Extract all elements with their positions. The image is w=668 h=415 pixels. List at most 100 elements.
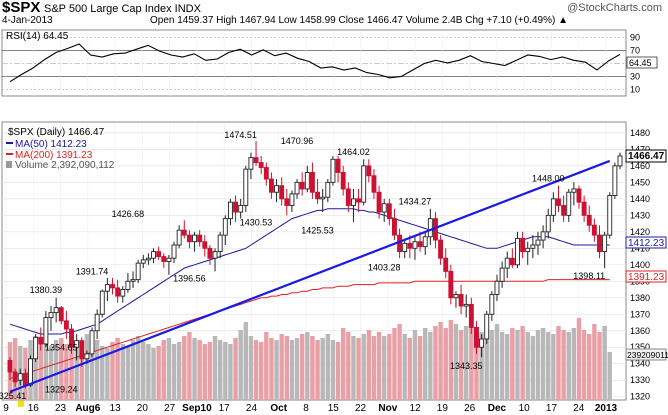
volume-bar bbox=[366, 330, 372, 400]
volume-bar bbox=[489, 330, 495, 400]
volume-bar bbox=[310, 336, 315, 400]
candle-body bbox=[361, 165, 367, 203]
volume-bar bbox=[243, 322, 248, 400]
candle-body bbox=[289, 193, 295, 206]
volume-bar bbox=[43, 342, 49, 400]
candle-body bbox=[53, 307, 59, 314]
volume-bar bbox=[202, 344, 207, 400]
volume-bar bbox=[607, 352, 612, 400]
date-tick-label: 24 bbox=[246, 403, 258, 414]
candle-body bbox=[509, 257, 515, 266]
candle-body bbox=[28, 358, 33, 386]
candle-body bbox=[520, 237, 526, 253]
candle-body bbox=[376, 191, 382, 213]
candle-body bbox=[304, 172, 310, 190]
candle-body bbox=[253, 157, 259, 164]
candle-body bbox=[125, 280, 131, 290]
candle-body bbox=[530, 244, 536, 249]
volume-bar bbox=[576, 318, 582, 400]
volume-bar bbox=[171, 344, 177, 400]
candle-body bbox=[38, 336, 44, 345]
volume-bar bbox=[474, 328, 479, 400]
price-annotation: 1398.11 bbox=[573, 271, 605, 281]
volume-bar bbox=[125, 346, 131, 400]
candle-body bbox=[171, 244, 177, 259]
price-annotation: 1474.51 bbox=[224, 130, 257, 140]
volume-bar bbox=[53, 340, 59, 400]
volume-bar bbox=[361, 334, 366, 400]
volume-bar bbox=[433, 326, 438, 400]
volume-bar bbox=[289, 340, 295, 400]
date-tick-label: 16 bbox=[28, 403, 40, 414]
volume-bar bbox=[228, 344, 233, 400]
candle-body bbox=[386, 203, 392, 220]
volume-bar bbox=[284, 336, 290, 400]
volume-bar bbox=[151, 348, 156, 400]
legend-title: $SPX (Daily) 1466.47 bbox=[8, 127, 105, 138]
candle-body bbox=[556, 198, 561, 206]
candle-body bbox=[315, 191, 321, 200]
candle-body bbox=[463, 303, 469, 307]
candle-body bbox=[561, 204, 567, 216]
volume-bar bbox=[212, 336, 218, 400]
legend-ma50: MA(50) 1412.23 bbox=[15, 139, 87, 150]
candle-body bbox=[217, 234, 223, 253]
volume-bar bbox=[48, 346, 54, 400]
candle-body bbox=[602, 234, 608, 253]
volume-bar bbox=[233, 338, 238, 400]
candle-body bbox=[227, 201, 233, 220]
date-tick-label: Dec bbox=[488, 403, 507, 414]
price-tick-label: 1440 bbox=[630, 194, 650, 204]
candle-body bbox=[576, 188, 582, 203]
candle-body bbox=[381, 203, 387, 213]
price-annotation: 1403.28 bbox=[368, 262, 401, 272]
candle-body bbox=[325, 181, 331, 198]
candle-body bbox=[212, 251, 218, 259]
volume-bar bbox=[69, 348, 74, 400]
rsi-tick-label: 30 bbox=[630, 72, 640, 82]
volume-bar bbox=[335, 342, 341, 400]
volume-bar bbox=[397, 324, 402, 400]
volume-bar bbox=[423, 328, 428, 400]
price-tick-label: 1480 bbox=[630, 128, 650, 138]
volume-bar bbox=[156, 346, 161, 400]
candle-body bbox=[402, 242, 408, 253]
volume-bar bbox=[484, 326, 489, 400]
candle-body bbox=[69, 328, 74, 348]
volume-bar bbox=[505, 334, 510, 400]
date-tick-label: 10 bbox=[519, 403, 531, 414]
rsi-value-tag-box bbox=[626, 56, 658, 69]
price-tick-label: 1420 bbox=[630, 227, 650, 237]
candle-body bbox=[120, 289, 126, 297]
price-annotation: 1396.56 bbox=[173, 273, 206, 283]
legend-volume: Volume 2,392,090,112 bbox=[15, 160, 115, 171]
price-tick-label: 1370 bbox=[630, 309, 650, 319]
date-tick-label: Aug6 bbox=[75, 403, 100, 414]
volume-bar bbox=[330, 340, 336, 400]
candle-body bbox=[597, 234, 602, 253]
price-annotation: 1448.00 bbox=[532, 174, 565, 184]
candle-body bbox=[145, 257, 151, 261]
candle-body bbox=[186, 234, 192, 243]
candle-body bbox=[48, 312, 54, 319]
candle-body bbox=[233, 201, 238, 213]
volume-bar bbox=[294, 338, 300, 400]
close-tag-box bbox=[625, 149, 667, 163]
candle-body bbox=[99, 290, 105, 315]
volume-bar bbox=[428, 332, 433, 400]
candle-body bbox=[156, 251, 162, 258]
volume-bar bbox=[64, 344, 69, 400]
ma200-line bbox=[9, 279, 610, 380]
security-name: S&P 500 Large Cap Index INDX bbox=[44, 3, 201, 15]
rsi-tick-label: 70 bbox=[630, 46, 640, 56]
price-tick-label: 1400 bbox=[630, 260, 650, 270]
volume-bar bbox=[264, 332, 269, 400]
volume-bar bbox=[346, 332, 351, 400]
candle-body bbox=[371, 175, 377, 193]
date-tick-label: Oct bbox=[270, 403, 287, 414]
volume-bar bbox=[561, 330, 566, 400]
candle-body bbox=[458, 294, 464, 307]
candle-body bbox=[89, 330, 95, 355]
candle-body bbox=[499, 267, 505, 282]
